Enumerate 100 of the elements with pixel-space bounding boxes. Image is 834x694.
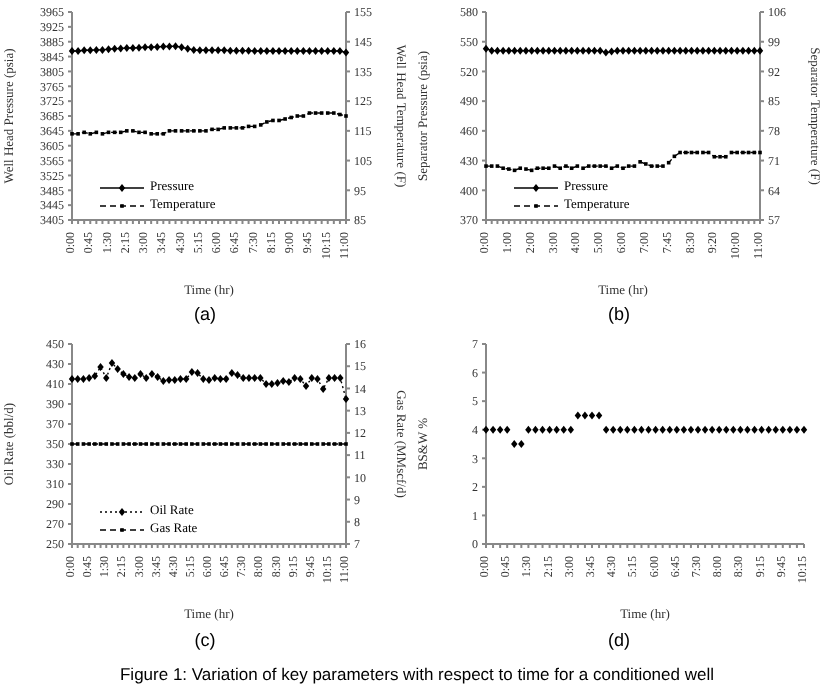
point: [659, 425, 666, 434]
point: [716, 425, 723, 434]
point: [194, 369, 201, 377]
point: [148, 370, 156, 378]
point: [680, 425, 688, 434]
point: [291, 374, 298, 382]
point: [262, 380, 270, 388]
point: [91, 372, 99, 380]
point: [687, 425, 695, 434]
point: [631, 425, 638, 434]
point: [302, 382, 310, 390]
point: [800, 425, 808, 434]
point: [182, 375, 190, 383]
point: [708, 425, 716, 434]
point: [308, 374, 315, 382]
point: [730, 425, 737, 434]
point: [532, 425, 539, 434]
caption: Figure 1: Variation of key parameters with respect to time for a conditioned well: [117, 664, 716, 684]
point: [744, 425, 751, 434]
point: [85, 374, 93, 382]
point: [496, 425, 504, 434]
point: [765, 425, 772, 434]
point: [337, 374, 344, 382]
point: [504, 425, 511, 434]
point: [793, 425, 801, 434]
point: [546, 425, 553, 434]
point: [211, 374, 218, 382]
point: [234, 371, 241, 379]
point: [602, 425, 610, 434]
point: [560, 425, 567, 434]
point: [103, 374, 110, 382]
point: [595, 411, 603, 420]
point: [737, 425, 744, 434]
point: [525, 425, 532, 434]
text: (a): [192, 304, 218, 324]
point: [125, 373, 133, 381]
point: [205, 376, 213, 384]
point: [581, 411, 589, 420]
point: [624, 425, 631, 434]
point: [280, 377, 287, 385]
point: [177, 375, 184, 383]
point: [588, 411, 596, 420]
point: [701, 425, 709, 434]
point: [610, 425, 617, 434]
point: [200, 375, 207, 383]
point: [331, 374, 338, 382]
point: [188, 368, 196, 376]
point: [666, 425, 673, 434]
point: [108, 359, 116, 367]
point: [539, 425, 546, 434]
point: [274, 379, 281, 387]
point: [314, 375, 321, 383]
point: [319, 385, 327, 393]
point: [154, 373, 161, 381]
point: [74, 375, 81, 383]
point: [758, 425, 765, 434]
point: [567, 425, 574, 434]
point: [268, 380, 275, 388]
point: [751, 425, 758, 434]
point: [245, 374, 253, 382]
point: [80, 375, 87, 383]
point: [553, 425, 560, 434]
point: [137, 370, 144, 378]
point: [325, 374, 333, 382]
point: [222, 375, 230, 383]
point: [165, 376, 173, 384]
point: [257, 374, 264, 382]
point: [160, 377, 167, 385]
text: (b): [606, 304, 632, 324]
point: [652, 425, 659, 434]
point: [518, 440, 525, 448]
text: (d): [606, 630, 632, 650]
line-series: [70, 111, 348, 136]
point: [240, 374, 247, 382]
point: [779, 425, 786, 434]
point: [786, 425, 794, 434]
point: [297, 375, 304, 383]
text: (c): [192, 630, 218, 650]
point: [217, 375, 224, 383]
point: [68, 375, 76, 383]
point: [171, 376, 178, 384]
point: [120, 370, 127, 378]
point: [228, 369, 236, 377]
point: [251, 374, 258, 382]
point: [143, 374, 150, 382]
point: [131, 374, 138, 382]
point: [617, 425, 624, 434]
point: [511, 440, 518, 448]
point: [694, 425, 702, 434]
point: [489, 425, 497, 434]
point: [285, 378, 293, 386]
point: [114, 365, 121, 373]
point: [342, 395, 350, 403]
point: [97, 363, 104, 371]
point: [673, 425, 680, 434]
point: [638, 425, 645, 434]
point: [772, 425, 779, 434]
point: [723, 425, 730, 434]
point: [574, 411, 582, 420]
point: [645, 425, 652, 434]
